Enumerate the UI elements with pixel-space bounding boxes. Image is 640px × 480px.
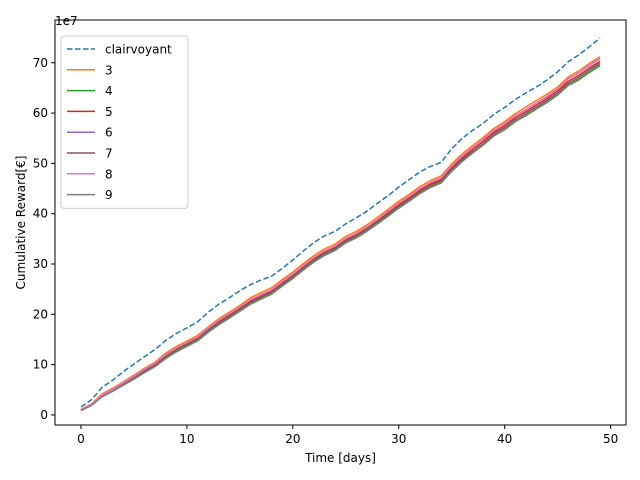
legend-label: 3 (105, 63, 113, 77)
x-tick-label: 10 (179, 432, 194, 446)
x-axis-label: Time [days] (304, 451, 376, 465)
legend-label: clairvoyant (105, 43, 172, 57)
x-tick-label: 30 (391, 432, 406, 446)
y-tick-label: 10 (33, 358, 48, 372)
x-tick-label: 50 (603, 432, 618, 446)
y-tick-label: 30 (33, 257, 48, 271)
x-tick-label: 40 (497, 432, 512, 446)
series-line-3 (80, 56, 601, 411)
y-axis-label: Cumulative Reward[€] (14, 156, 28, 290)
y-tick-label: 20 (33, 307, 48, 321)
y-tick-label: 40 (33, 207, 48, 221)
legend-box (60, 35, 189, 209)
series-line-5 (80, 60, 601, 411)
series-line-9 (80, 64, 601, 412)
series-line-7 (80, 62, 601, 412)
series-lines (80, 37, 601, 412)
y-tick-label: 70 (33, 56, 48, 70)
y-tick-label: 50 (33, 156, 48, 170)
x-tick-label: 0 (77, 432, 85, 446)
y-offset-text: 1e7 (55, 14, 78, 28)
axes-ticks: 0 10 20 30 40 50 0 10 20 30 40 50 60 70 (33, 56, 619, 446)
x-tick-label: 20 (285, 432, 300, 446)
y-tick-label: 0 (40, 408, 48, 422)
legend-label: 6 (105, 126, 113, 140)
legend-label: 7 (105, 147, 113, 161)
series-line-8 (80, 57, 601, 411)
y-tick-label: 60 (33, 106, 48, 120)
legend-label: 4 (105, 84, 113, 98)
legend-label: 5 (105, 105, 113, 119)
series-line-clairvoyant (80, 37, 601, 408)
legend-label: 9 (105, 188, 113, 202)
plot-frame (54, 19, 627, 426)
legend-label: 8 (105, 167, 113, 181)
legend: clairvoyant 3 4 5 6 7 8 9 (60, 35, 189, 209)
